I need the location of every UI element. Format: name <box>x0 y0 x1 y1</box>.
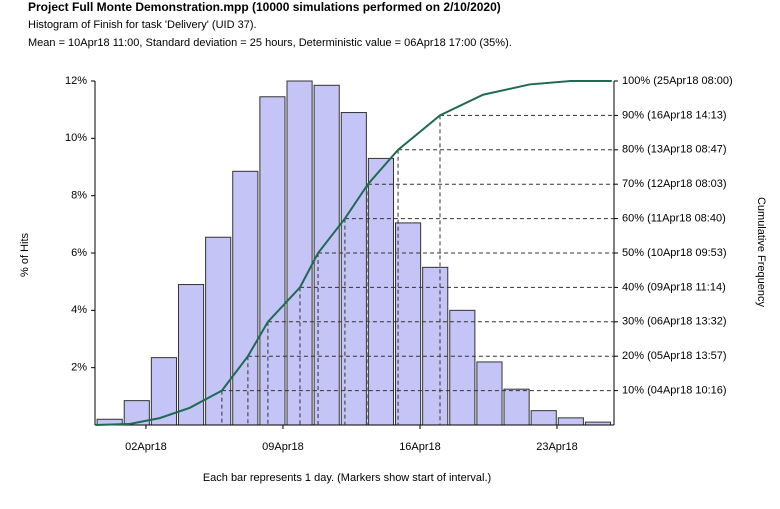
y2-tick-label: 20% (05Apr18 13:57) <box>622 350 727 362</box>
bar <box>449 309 476 426</box>
y-tick-label: 10% <box>65 132 87 144</box>
y2-tick-label: 80% (13Apr18 08:47) <box>622 144 727 156</box>
bar <box>150 357 177 426</box>
y2-tick-label: 50% (10Apr18 09:53) <box>622 247 727 259</box>
y2-tick-label: 10% (04Apr18 10:16) <box>622 385 727 397</box>
y-tick-label: 4% <box>71 304 87 316</box>
bar <box>395 222 422 426</box>
x-tick-label: 23Apr18 <box>536 441 578 453</box>
bar <box>232 170 259 426</box>
y2-tick-label: 30% (06Apr18 13:32) <box>622 316 727 328</box>
bar <box>530 410 557 426</box>
bar <box>177 284 205 426</box>
x-tick-label: 16Apr18 <box>399 441 441 453</box>
bar <box>476 361 503 426</box>
chart-title: Project Full Monte Demonstration.mpp (10… <box>28 0 501 14</box>
bar <box>367 157 395 426</box>
x-tick-label: 09Apr18 <box>262 441 304 453</box>
y-axis-label: % of Hits <box>19 232 31 277</box>
y-tick-label: 2% <box>71 362 87 374</box>
chart-subtitle: Mean = 10Apr18 11:00, Standard deviation… <box>28 37 512 49</box>
y2-axis-label: Cumulative Frequency <box>755 197 767 308</box>
y2-tick-label: 60% (11Apr18 08:40) <box>622 213 726 225</box>
bar <box>340 112 367 426</box>
y-tick-label: 8% <box>71 190 87 202</box>
y2-tick-label: 100% (25Apr18 08:00) <box>622 75 733 87</box>
chart-subtitle: Histogram of Finish for task 'Delivery' … <box>28 19 257 31</box>
y2-tick-label: 90% (16Apr18 14:13) <box>622 109 727 121</box>
bar <box>503 388 530 426</box>
x-tick-label: 02Apr18 <box>125 441 167 453</box>
bar <box>557 417 584 426</box>
bar <box>422 266 449 426</box>
y2-tick-label: 70% (12Apr18 08:03) <box>622 178 727 190</box>
y-tick-label: 6% <box>71 247 87 259</box>
y2-tick-label: 40% (09Apr18 11:14) <box>622 281 726 293</box>
cumulative-line <box>96 80 612 426</box>
y-tick-label: 12% <box>65 75 87 87</box>
bar <box>259 96 286 426</box>
x-axis-label: Each bar represents 1 day. (Markers show… <box>203 472 491 484</box>
